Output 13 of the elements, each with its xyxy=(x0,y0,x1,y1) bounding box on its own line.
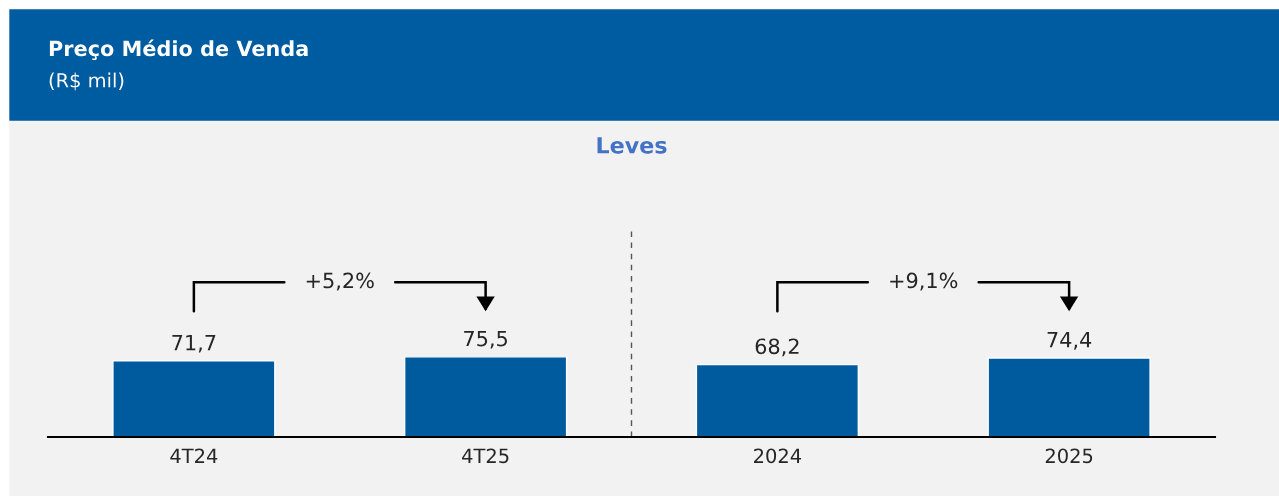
data-label: 68,2 xyxy=(755,338,799,357)
text: +9,1% xyxy=(890,272,958,291)
x-tick-label: 4T24 xyxy=(170,448,218,463)
x-tick-label: 4T25 xyxy=(462,448,509,464)
data-label: 71,7 xyxy=(172,334,216,353)
x-tick-label: 2024 xyxy=(754,448,802,464)
chart-title: Preço Médio de Venda xyxy=(49,39,308,61)
data-label: 75,5 xyxy=(464,330,507,349)
x-tick-label: 2025 xyxy=(1045,448,1093,464)
text: +5,2% xyxy=(306,272,374,291)
data-label: 74,4 xyxy=(1047,332,1092,350)
text: Leves xyxy=(597,137,667,154)
chart-subtitle: (R$ mil) xyxy=(49,72,124,91)
